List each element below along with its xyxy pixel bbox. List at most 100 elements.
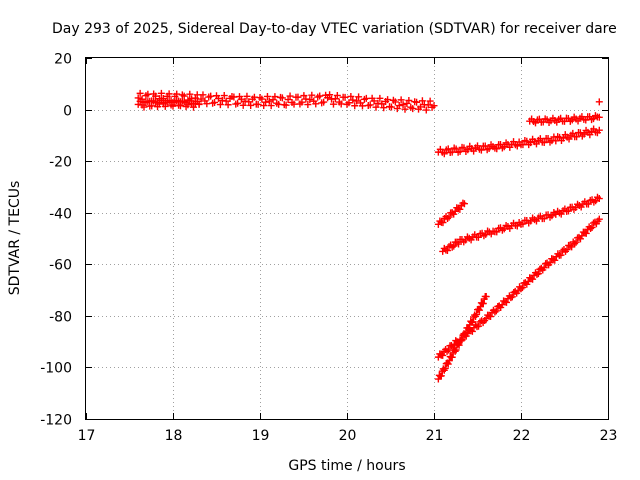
data-point-marker [557,251,565,259]
data-point-marker [165,97,173,105]
data-point-marker [254,100,262,108]
data-point-marker [320,98,328,106]
data-point-marker [329,100,337,108]
data-point-marker [173,90,181,98]
data-point-marker [234,99,242,107]
data-point-marker [216,101,224,109]
data-point-marker [443,246,451,254]
data-point-marker [587,225,595,233]
data-point-marker [529,275,537,283]
data-point-marker [474,233,482,241]
x-tick-label: 18 [165,428,183,444]
chart-title: Day 293 of 2025, Sidereal Day-to-day VTE… [52,21,617,37]
data-point-marker [440,150,448,158]
x-tick-labels: 17 18 19 20 21 22 23 [78,428,618,444]
data-point-marker [405,97,413,105]
data-point-marker [326,91,334,99]
data-point-marker [448,353,456,361]
data-point-marker [533,270,541,278]
data-point-marker [551,256,559,264]
y-tick-label: -120 [40,413,72,429]
data-point-marker [450,242,458,250]
data-point-marker [245,98,253,106]
data-point-marker [424,101,432,109]
data-point-marker [148,102,156,110]
data-point-marker [544,135,552,143]
data-point-marker [267,102,275,110]
data-point-marker [176,102,184,110]
data-point-marker [473,310,481,318]
data-point-marker [247,101,255,109]
y-tick-label: -100 [40,361,72,377]
series-track-6 [434,199,468,228]
data-point-marker [395,102,403,110]
data-point-marker [169,102,177,110]
data-point-marker [469,318,477,326]
data-point-marker [448,209,456,217]
data-point-marker [294,93,302,101]
data-point-marker [595,126,603,134]
data-point-marker [458,336,466,344]
data-point-marker [595,98,603,106]
series-track-4 [526,112,603,127]
data-point-marker [341,93,349,101]
y-tick-label: -80 [49,310,72,326]
data-point-marker [595,113,603,121]
series-track-7 [439,193,603,255]
y-axis-label: SDTVAR / TECUs [7,181,23,296]
y-tick-label: 20 [54,52,72,68]
data-point-marker [457,337,465,345]
data-point-marker [513,222,521,230]
data-point-marker [136,89,144,97]
data-point-marker [224,101,232,109]
data-point-marker [401,105,409,113]
data-point-marker [161,102,169,110]
data-point-marker [437,372,445,380]
data-point-marker [460,144,468,152]
data-point-marker [443,347,451,355]
data-point-marker [391,98,399,106]
data-point-marker [366,101,374,109]
data-point-marker [468,327,476,335]
data-point-marker [372,103,380,111]
axis-ticks [86,58,609,420]
data-point-marker [186,90,194,98]
data-point-marker [304,101,312,109]
data-point-marker [508,293,516,301]
data-point-marker [519,220,527,228]
data-point-marker [540,264,548,272]
data-point-marker [214,94,222,102]
data-point-marker [278,94,286,102]
data-point-marker [355,93,363,101]
data-point-marker [546,259,554,267]
data-point-marker [582,229,590,237]
data-point-marker [347,92,355,100]
plot-frame [85,57,609,420]
data-point-marker [584,200,592,208]
data-point-marker [284,96,292,104]
data-point-marker [157,89,165,97]
data-point-marker [475,322,483,330]
data-point-marker [426,97,434,105]
series-track-2 [134,96,203,111]
data-point-marker [475,306,483,314]
data-point-marker [513,142,521,150]
data-point-marker [493,228,501,236]
data-point-marker [518,284,526,292]
data-point-marker [180,92,188,100]
data-point-marker [306,96,314,104]
data-point-marker [588,223,596,231]
data-point-marker [199,91,207,99]
data-point-marker [592,197,600,205]
x-tick-label: 19 [252,428,270,444]
grid [86,58,608,419]
data-point-marker [456,205,464,213]
data-point-marker [165,90,173,98]
data-point-marker [507,294,515,302]
data-point-marker [239,101,247,109]
data-point-marker [282,101,290,109]
x-tick-label: 22 [513,428,531,444]
data-point-marker [563,246,571,254]
data-point-marker [455,240,463,248]
